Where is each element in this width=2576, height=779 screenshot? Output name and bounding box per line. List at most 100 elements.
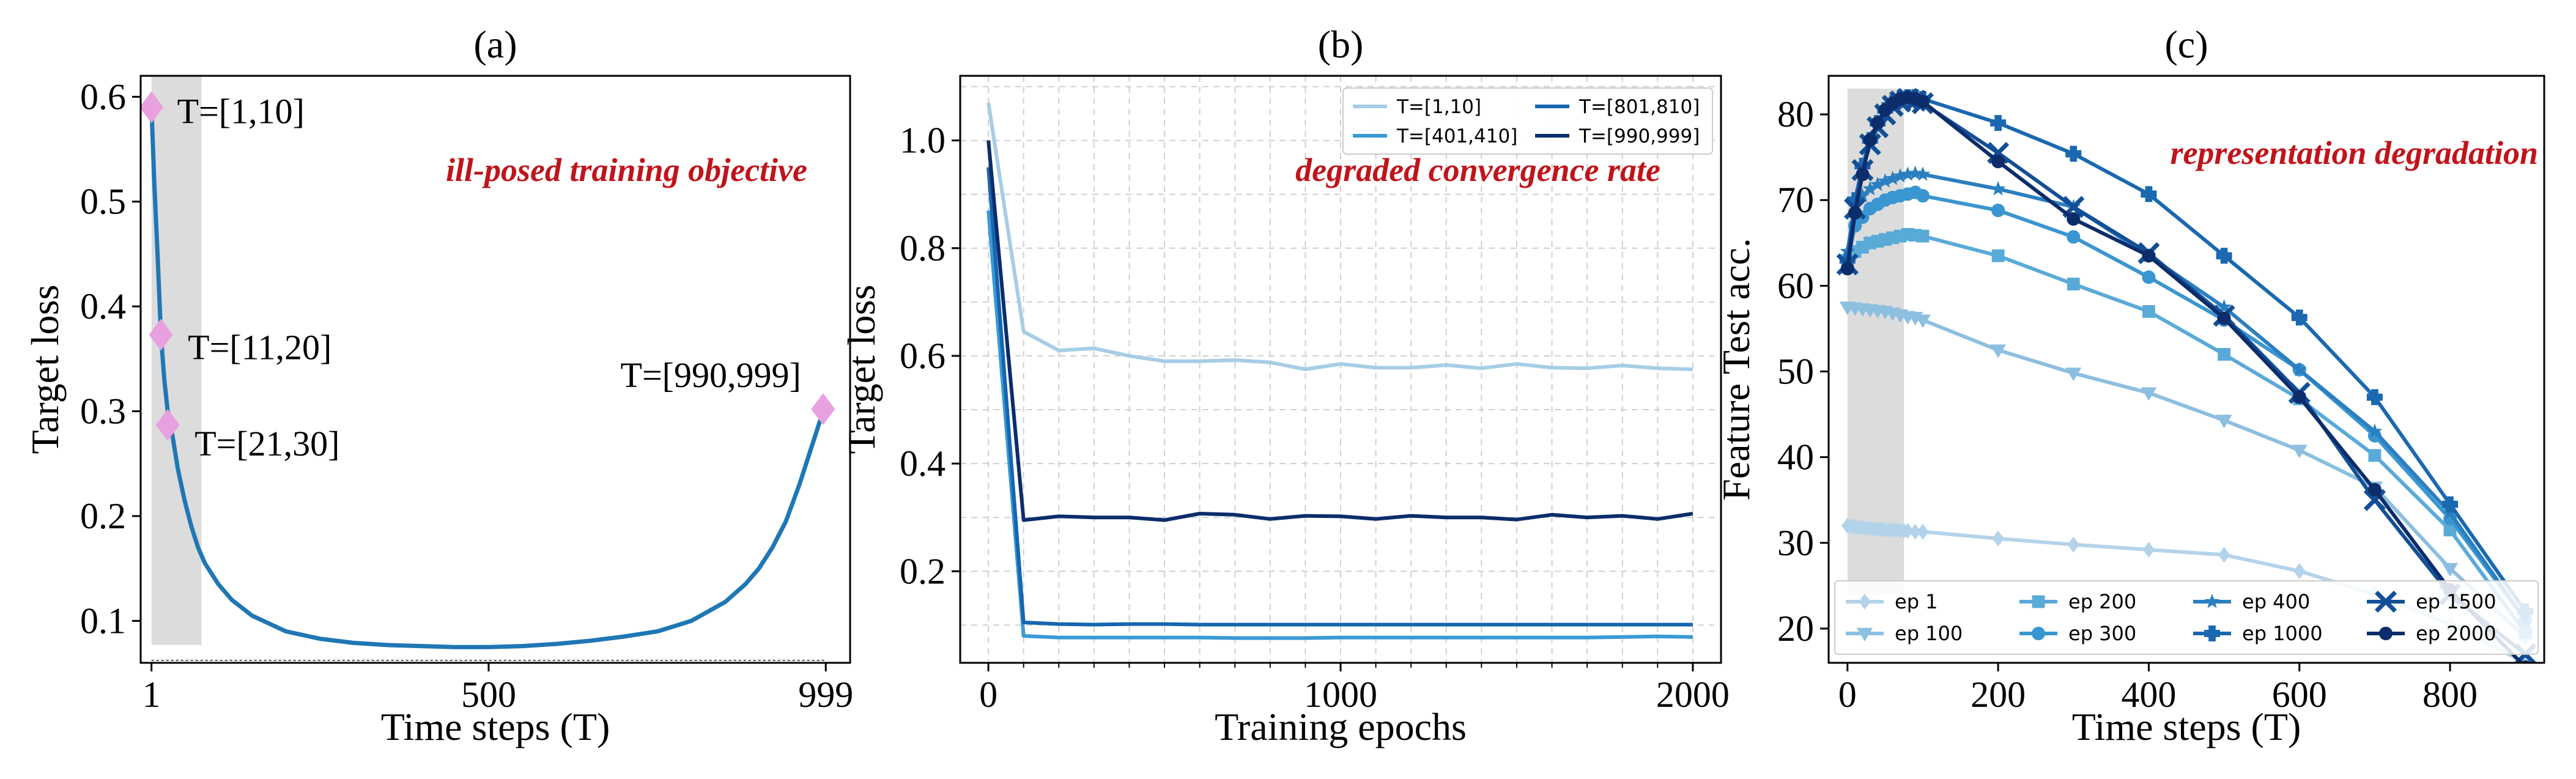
- panel-c-series-marker: [1848, 206, 1862, 220]
- panel-b-series-line: [986, 102, 1693, 371]
- panel-b-xlabel: Training epochs: [1215, 705, 1467, 748]
- panel-c-legend-marker: [2031, 626, 2046, 641]
- panel-2-ytick-label: 80: [1777, 94, 1814, 135]
- panel-b-series-line: [986, 210, 1693, 640]
- panel-a-marker-label: T=[21,30]: [194, 424, 339, 463]
- panel-c-series-marker: [2367, 429, 2382, 443]
- panel-c-series-marker: [2142, 249, 2156, 263]
- panel-c-series-marker: [1990, 181, 2006, 196]
- panel-c-series-marker: [2293, 563, 2306, 580]
- panel-a-markers: T=[1,10] T=[11,20] T=[21,30] T=[990,999]: [139, 91, 835, 463]
- panel-c-series-marker: [2067, 230, 2081, 244]
- panel-c-series-line: [1846, 232, 2527, 634]
- panel-c-series-marker: [2217, 311, 2231, 325]
- panel-0-xtick-label: 999: [798, 674, 853, 715]
- panel-c-legend-label: ep 400: [2242, 590, 2310, 613]
- panel-c-series-marker: [2065, 367, 2082, 382]
- panel-c-ticks: 0 200 400 600 800 20 30 40 50 60 70 80: [1777, 94, 2478, 715]
- panel-c-series-marker: [1840, 262, 1854, 276]
- panel-2-xtick-label: 600: [2272, 674, 2327, 715]
- panel-c-series-marker: [1862, 181, 1878, 196]
- panel-c-series-marker: [2141, 387, 2157, 401]
- panel-c-series-marker: [2367, 482, 2382, 497]
- panel-a-marker-label: T=[1,10]: [177, 91, 305, 131]
- panel-a-marker: [149, 319, 173, 351]
- panel-0-xtick-label: 1: [142, 674, 161, 715]
- panel-c-series-marker: [2065, 146, 2082, 162]
- panel-a-marker: [139, 91, 164, 124]
- panel-c-series-marker: [1863, 133, 1877, 147]
- panel-c-ylabel: Feature Test acc.: [1714, 238, 1758, 501]
- panel-b: 0 1000 2000 0.2 0.4 0.6 0.8 1.0 (b) Training ep…: [840, 23, 1730, 748]
- panel-c-series-marker: [2519, 655, 2531, 663]
- panel-c-legend: ep 1 ep 100 ep 200 ep 300 ep 400 ep 1000 ep 15…: [1834, 580, 2539, 655]
- panel-a-annotation: ill-posed training objective: [446, 152, 807, 188]
- panel-1-ytick-label: 0.8: [900, 228, 946, 268]
- panel-0-xtick-label: 500: [461, 674, 516, 715]
- panel-b-legend-label: T=[1,10]: [1396, 96, 1481, 118]
- panel-1-ytick-label: 0.4: [900, 443, 946, 484]
- panel-c-series-marker: [2443, 523, 2457, 537]
- panel-1-xtick-label: 2000: [1656, 674, 1730, 715]
- panel-c-series-marker: [1916, 229, 1930, 243]
- panel-c-series-marker: [2216, 248, 2232, 264]
- panel-1-ytick-label: 1.0: [900, 120, 946, 161]
- panel-c-series-marker: [1885, 171, 1900, 185]
- panel-c-series-marker: [2142, 305, 2155, 318]
- panel-c-series-marker: [1908, 165, 1923, 180]
- panel-2-xtick-label: 200: [1971, 674, 2026, 715]
- panel-c-legend-marker: [2378, 626, 2393, 641]
- panel-b-legend-box: [1342, 87, 1713, 155]
- panel-b-legend: T=[1,10] T=[401,410] T=[801,810] T=[990,999…: [1342, 87, 1713, 155]
- panel-b-legend-label: T=[990,999]: [1579, 125, 1700, 147]
- panel-c-series-marker: [2216, 299, 2232, 314]
- panel-c-legend-marker: [2204, 594, 2220, 608]
- panel-c-series-marker: [2368, 449, 2382, 462]
- panel-c-series-marker: [1878, 173, 1893, 188]
- panel-0-ytick-label: 0.6: [80, 76, 126, 117]
- panel-c-series-marker: [2292, 390, 2306, 404]
- panel-c-legend-marker: [2032, 595, 2045, 608]
- panel-c-series-marker: [1991, 203, 2005, 218]
- panel-c-legend-label: ep 200: [2068, 590, 2136, 613]
- panel-c-title: (c): [2164, 23, 2208, 66]
- panel-c-series-marker: [2291, 445, 2308, 459]
- panel-0-ytick-label: 0.3: [80, 391, 126, 432]
- panel-b-series-line: [986, 140, 1693, 522]
- panel-c-series-marker: [2292, 361, 2308, 377]
- panel-c-series-marker: [1915, 166, 1931, 181]
- panel-1-xtick-label: 1000: [1304, 674, 1377, 715]
- panel-c-series: [1836, 87, 2537, 663]
- panel-0-ytick-label: 0.5: [80, 182, 126, 222]
- panel-c-series-marker: [1909, 523, 1922, 540]
- panel-c-series-marker: [1991, 155, 2005, 169]
- panel-b-annotation: degraded convergence rate: [1295, 152, 1660, 188]
- panel-a-shaded-region: [151, 76, 202, 645]
- panel-c-series-marker: [1991, 249, 2005, 262]
- panel-c-series-marker: [1892, 168, 1908, 183]
- panel-c-legend-marker: [2374, 590, 2397, 613]
- panel-c-series-marker: [1990, 115, 2007, 131]
- panel-b-series: [986, 102, 1693, 640]
- panel-a-marker: [811, 393, 835, 426]
- panel-c-series-marker: [1900, 166, 1915, 181]
- panel-1-ytick-label: 0.6: [900, 336, 946, 376]
- panel-c-series-marker: [1915, 94, 1930, 109]
- panel-b-legend-label: T=[401,410]: [1396, 125, 1517, 147]
- panel-c-series-marker: [1992, 530, 2004, 547]
- panel-1-xtick-label: 0: [979, 674, 997, 715]
- panel-a-xlabel: Time steps (T): [381, 705, 610, 748]
- panel-c-legend-label: ep 1500: [2416, 590, 2496, 613]
- panel-c-legend-label: ep 1: [1895, 590, 1938, 613]
- panel-c-series-marker: [1856, 168, 1870, 182]
- panel-a-marker-label: T=[990,999]: [621, 355, 801, 395]
- panel-1-ytick-label: 0.2: [900, 551, 946, 591]
- panel-b-series-line: [986, 167, 1693, 627]
- panel-c-series-marker: [1990, 344, 2007, 358]
- panel-c-series-marker: [1915, 189, 1930, 203]
- panel-a-title: (a): [473, 23, 517, 66]
- panel-2-xtick-label: 0: [1838, 674, 1857, 715]
- panel-b-title: (b): [1318, 23, 1364, 66]
- panel-a-marker: [155, 408, 180, 441]
